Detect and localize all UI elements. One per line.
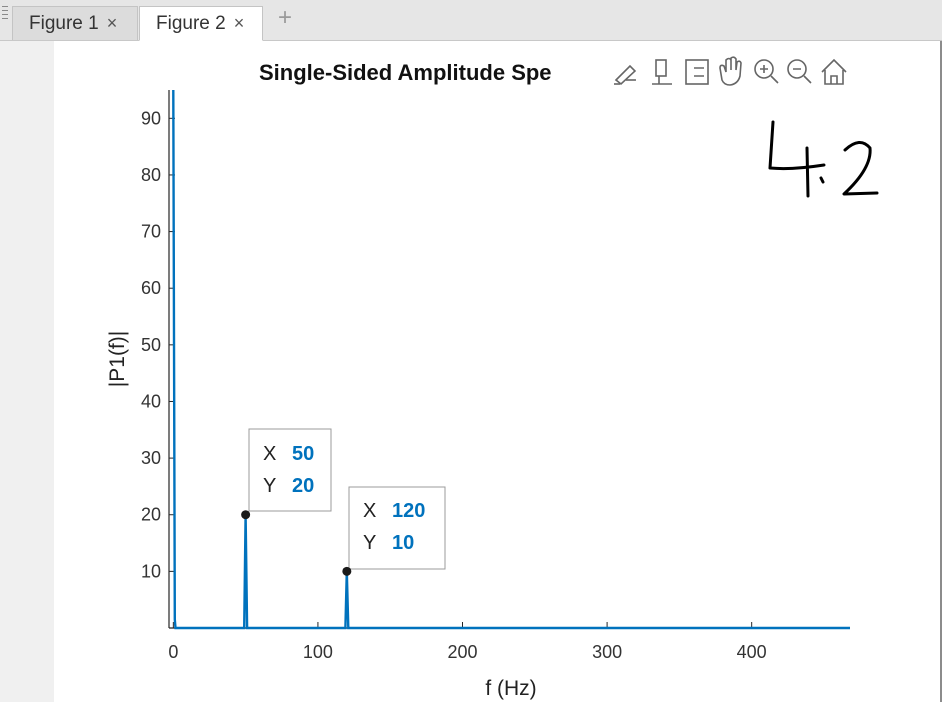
y-tick-label: 70 [141, 222, 161, 242]
datatip-y-value: 20 [292, 475, 314, 497]
datatip-x-value: 120 [392, 500, 425, 522]
tab-label: Figure 2 [156, 12, 226, 34]
y-tick-label: 20 [141, 505, 161, 525]
window-edge [940, 41, 942, 702]
y-tick-label: 40 [141, 391, 161, 411]
legend-icon[interactable] [685, 59, 709, 85]
pan-icon[interactable] [719, 56, 742, 86]
datatip-2[interactable]: X 120 Y 10 [348, 486, 446, 570]
y-tick-label: 50 [141, 335, 161, 355]
x-tick-label: 400 [737, 642, 767, 662]
y-tick-label: 80 [141, 165, 161, 185]
close-icon[interactable]: × [233, 13, 245, 33]
y-ticks: 10 20 30 40 50 60 70 80 90 [141, 108, 175, 581]
handwritten-annotation [768, 120, 879, 198]
x-ticks: 0 100 200 300 400 [168, 622, 767, 662]
zoom-out-icon[interactable] [787, 59, 812, 84]
y-tick-label: 30 [141, 448, 161, 468]
figure-canvas [54, 41, 940, 702]
datatip-y-label: Y [363, 532, 376, 554]
series-line [172, 89, 850, 630]
y-axis-label: |P1(f)| [106, 331, 129, 387]
tab-label: Figure 1 [29, 12, 99, 34]
datatip-markers [241, 510, 352, 576]
datatip-y-value: 10 [392, 532, 414, 554]
chart-title: Single-Sided Amplitude Spe [259, 60, 552, 85]
datatip-x-label: X [263, 443, 276, 465]
tab-figure-2[interactable]: Figure 2 × [139, 6, 263, 41]
close-icon[interactable]: × [106, 13, 118, 33]
y-tick-label: 90 [141, 108, 161, 128]
datatip-box [248, 428, 332, 512]
x-axis-label: f (Hz) [485, 677, 536, 700]
datatip-x-value: 50 [292, 443, 314, 465]
figure-tab-bar: Figure 1 × Figure 2 × + [0, 0, 942, 41]
x-tick-label: 300 [592, 642, 622, 662]
datatip-icon[interactable] [652, 59, 672, 85]
drag-grip-icon[interactable] [2, 6, 8, 20]
datatip-marker[interactable] [342, 566, 352, 576]
x-tick-label: 0 [168, 642, 178, 662]
add-tab-button[interactable]: + [278, 4, 293, 31]
datatip-y-label: Y [263, 475, 276, 497]
zoom-in-icon[interactable] [754, 59, 779, 84]
datatip-1[interactable]: X 50 Y 20 [248, 428, 332, 512]
x-tick-label: 200 [447, 642, 477, 662]
datatip-marker[interactable] [241, 510, 251, 520]
datatip-box [348, 486, 446, 570]
axes-toolbar [608, 56, 847, 88]
home-icon[interactable] [821, 58, 847, 85]
datatip-x-label: X [363, 500, 376, 522]
brush-icon[interactable] [614, 64, 637, 86]
y-tick-label: 10 [141, 561, 161, 581]
x-tick-label: 100 [303, 642, 333, 662]
y-tick-label: 60 [141, 278, 161, 298]
tab-figure-1[interactable]: Figure 1 × [12, 6, 138, 40]
